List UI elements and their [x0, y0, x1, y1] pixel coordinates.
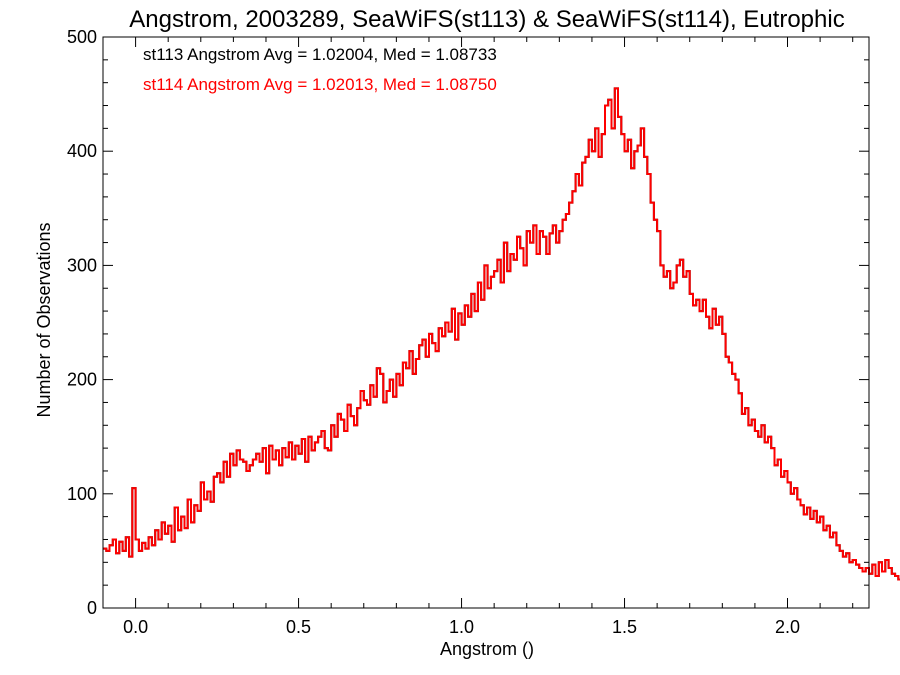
- y-tick-label: 100: [67, 484, 97, 504]
- x-axis-label: Angstrom (): [440, 639, 534, 659]
- series-line-st114: [103, 87, 900, 581]
- x-tick-label: 0.5: [286, 617, 311, 637]
- y-tick-label: 300: [67, 255, 97, 275]
- st114-stats-annotation: st114 Angstrom Avg = 1.02013, Med = 1.08…: [143, 75, 497, 94]
- y-tick-label: 0: [87, 598, 97, 618]
- plot-frame: [102, 36, 870, 609]
- x-tick-label: 1.0: [449, 617, 474, 637]
- y-axis-label: Number of Observations: [34, 222, 54, 417]
- x-tick-label: 2.0: [775, 617, 800, 637]
- chart-title: Angstrom, 2003289, SeaWiFS(st113) & SeaW…: [129, 6, 844, 33]
- plot-area: 0.0 0.5 1.0 1.5 2.0 0 100 200 300 400 500: [67, 27, 900, 637]
- x-tick-label: 1.5: [612, 617, 637, 637]
- y-tick-label: 400: [67, 141, 97, 161]
- x-tick-label: 0.0: [123, 617, 148, 637]
- series-line-st113: [103, 87, 900, 581]
- y-tick-label: 500: [67, 27, 97, 47]
- st113-stats-annotation: st113 Angstrom Avg = 1.02004, Med = 1.08…: [143, 45, 497, 64]
- y-tick-label: 200: [67, 370, 97, 390]
